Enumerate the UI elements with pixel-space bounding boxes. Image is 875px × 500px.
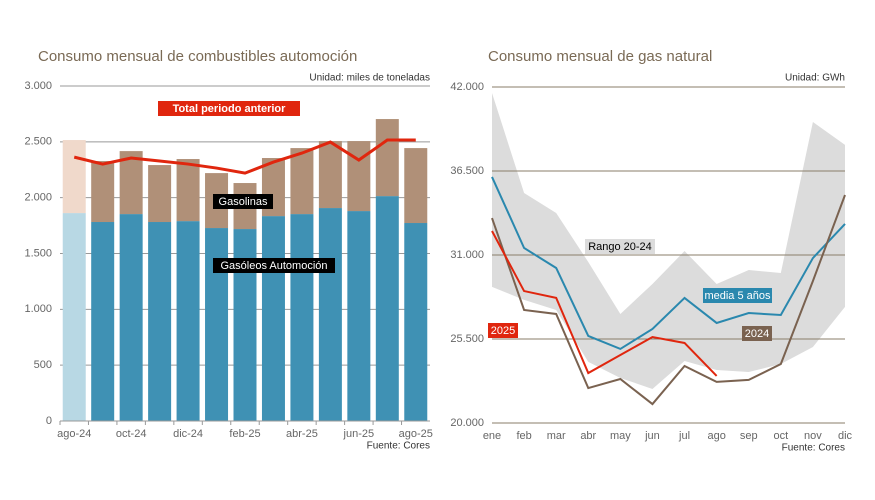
bar [205, 228, 229, 421]
y-tick-label: 2.500 [24, 136, 52, 148]
x-tick-label: sep [740, 430, 758, 442]
x-tick-label: ene [483, 430, 501, 442]
legend-label: 2024 [745, 328, 769, 340]
y-tick-label: 500 [34, 359, 52, 371]
legend-box [213, 194, 273, 209]
legend-label: media 5 años [704, 290, 771, 302]
source: Fuente: Cores [367, 441, 430, 452]
bar [290, 148, 314, 215]
bar [148, 222, 172, 421]
legend-box [158, 101, 300, 116]
bar [375, 196, 399, 421]
bar [233, 229, 257, 421]
x-tick-label: dic [838, 430, 853, 442]
chart-title: Consumo mensual de combustibles automoci… [38, 48, 357, 65]
y-tick-label: 42.000 [450, 81, 484, 93]
legend-box [742, 326, 772, 341]
y-tick-label: 3.000 [24, 80, 52, 92]
bar [404, 148, 428, 224]
legend-label: Total periodo anterior [173, 103, 287, 115]
x-tick-label: jul [678, 430, 690, 442]
line [491, 230, 718, 377]
legend-box [213, 258, 335, 273]
bar [62, 140, 86, 214]
x-tick-label: mar [547, 430, 566, 442]
legend-label: Gasóleos Automoción [220, 260, 327, 272]
y-tick-label: 0 [46, 415, 52, 427]
chart-title: Consumo mensual de gas natural [488, 48, 712, 65]
x-tick-label: oct [773, 430, 788, 442]
x-tick-label: nov [804, 430, 822, 442]
bar [290, 214, 314, 421]
bar [119, 151, 143, 215]
y-tick-label: 36.500 [450, 165, 484, 177]
x-tick-label: dic-24 [173, 428, 203, 440]
bar [176, 221, 200, 421]
x-tick-label: jun [644, 430, 660, 442]
legend-box [585, 239, 655, 254]
range-band [492, 92, 845, 389]
line [491, 194, 846, 406]
bar [261, 216, 285, 421]
bar [119, 214, 143, 421]
y-tick-label: 1.500 [24, 247, 52, 259]
unit-note: Unidad: GWh [785, 73, 845, 84]
bar [91, 161, 115, 223]
x-tick-label: feb [516, 430, 531, 442]
bar [176, 159, 200, 222]
x-tick-label: ago [707, 430, 725, 442]
unit-note: Unidad: miles de toneladas [309, 73, 430, 84]
x-tick-label: feb-25 [229, 428, 260, 440]
bar [148, 165, 172, 223]
x-tick-label: ago-24 [57, 428, 91, 440]
x-tick-label: oct-24 [116, 428, 147, 440]
bar [318, 208, 342, 421]
y-tick-label: 25.500 [450, 333, 484, 345]
bar [404, 223, 428, 421]
legend-label: Rango 20-24 [588, 241, 652, 253]
bar [318, 141, 342, 209]
legend-label: Gasolinas [219, 196, 268, 208]
legend-label: 2025 [491, 325, 515, 337]
x-tick-label: jun-25 [343, 428, 375, 440]
bar [62, 213, 86, 421]
bar [91, 222, 115, 421]
x-tick-label: abr [580, 430, 596, 442]
x-tick-label: abr-25 [286, 428, 318, 440]
bar [347, 141, 371, 212]
y-tick-label: 2.000 [24, 192, 52, 204]
x-tick-label: may [610, 430, 631, 442]
bar [347, 211, 371, 421]
y-tick-label: 20.000 [450, 417, 484, 429]
source: Fuente: Cores [782, 443, 845, 454]
bar [375, 119, 399, 197]
legend-box [703, 288, 772, 303]
legend-box [488, 323, 518, 338]
y-tick-label: 1.000 [24, 303, 52, 315]
y-tick-label: 31.000 [450, 249, 484, 261]
line [491, 176, 846, 351]
line [73, 138, 416, 175]
x-tick-label: ago-25 [399, 428, 433, 440]
